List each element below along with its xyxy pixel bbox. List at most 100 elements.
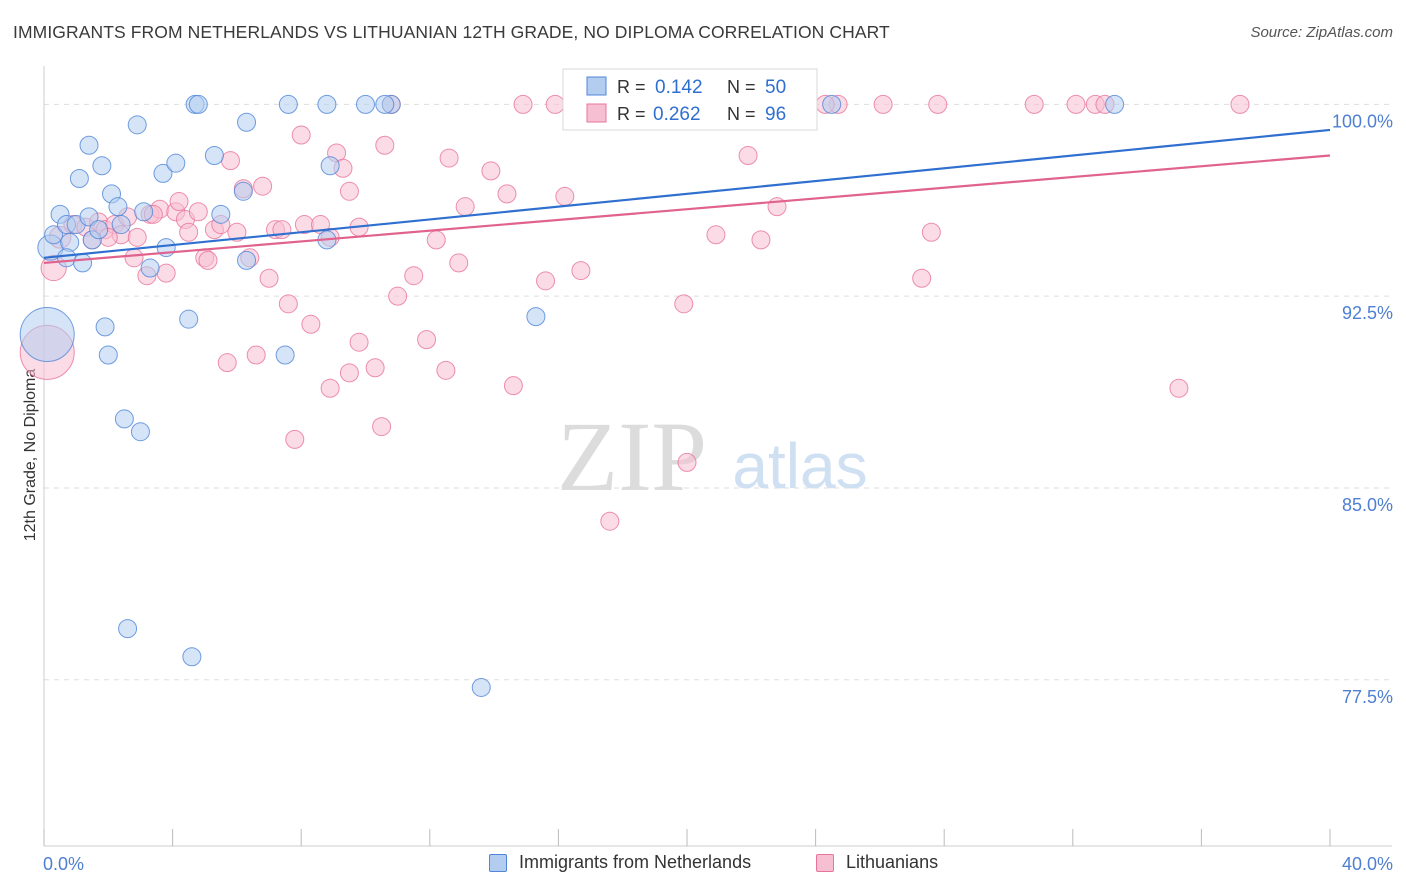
series-netherlands-points [19,94,1125,697]
netherlands-point-40 [320,156,340,176]
netherlands-point-10 [79,135,99,155]
lithuanians-point-55 [404,266,424,286]
netherlands-point-32 [114,409,134,429]
lithuanians-point-61 [455,197,475,217]
netherlands-point-11 [92,156,112,176]
stats-n-value-1: 50 [765,77,786,98]
lithuanians-point-51 [372,417,392,437]
lithuanians-point-54 [388,286,408,306]
lithuanians-point-28 [227,222,247,242]
netherlands-point-33 [130,422,150,442]
lithuanians-point-71 [600,511,620,531]
netherlands-point-38 [278,94,298,114]
lithuanians-point-11 [124,248,144,268]
netherlands-point-5 [60,232,80,252]
series-legend: Immigrants from Netherlands Lithuanians [0,852,1406,878]
lithuanians-point-82 [873,94,893,114]
netherlands-point-6 [57,248,77,268]
netherlands-point-39 [317,94,337,114]
netherlands-point-23 [188,94,208,114]
axes [43,66,1392,847]
y-tick-label-1: 85.0% [1342,495,1393,515]
netherlands-point-30 [95,317,115,337]
netherlands-point-7 [73,253,93,273]
trend-line-lithuanians [43,154,1331,265]
stats-legend-swatch-pink [586,103,607,123]
lithuanians-point-56 [417,330,437,350]
lithuanians-point-90 [1230,94,1250,114]
legend-label-netherlands: Immigrants from Netherlands [519,852,752,872]
netherlands-point-35 [179,309,199,329]
lithuanians-point-52 [375,135,395,155]
netherlands-point-42 [356,94,375,114]
y-tick-label-2: 92.5% [1342,303,1393,323]
lithuanians-point-69 [571,261,591,281]
netherlands-point-26 [237,112,257,132]
netherlands-point-18 [127,115,147,135]
netherlands-point-49 [233,181,253,201]
lithuanians-point-20 [179,222,199,242]
netherlands-point-31 [98,345,118,365]
legend-swatch-lithuanians [816,853,834,872]
netherlands-point-17 [89,220,109,240]
lithuanians-point-36 [278,294,298,314]
netherlands-point-21 [166,153,186,173]
source-label: Source: ZipAtlas.com [1250,24,1393,41]
gridlines [44,103,1392,681]
lithuanians-point-59 [439,148,459,168]
lithuanians-point-68 [555,186,575,206]
lithuanians-point-31 [246,345,266,365]
stats-legend: R = 0.142 N = 50 R = 0.262 N = 96 [562,68,818,131]
netherlands-point-2 [44,225,64,245]
lithuanians-point-85 [928,94,948,114]
netherlands-point-44 [375,94,395,114]
netherlands-point-48 [1105,94,1125,114]
stats-r-value-2: 0.262 [653,104,701,125]
stats-n-value-2: 96 [765,104,786,125]
stats-r-label-1: R = [617,77,646,97]
trend-lines [43,128,1331,265]
netherlands-point-47 [822,94,842,114]
lithuanians-point-38 [291,125,311,145]
lithuanians-point-78 [751,230,771,250]
netherlands-point-37 [275,345,295,365]
netherlands-point-36 [182,647,202,667]
legend-item-netherlands: Immigrants from Netherlands [489,852,751,873]
lithuanians-point-40 [301,314,321,334]
lithuanians-point-77 [738,146,758,166]
stats-n-label-1: N = [727,77,756,97]
netherlands-point-28 [140,258,160,278]
lithuanians-point-18 [169,192,189,212]
lithuanians-point-43 [320,378,340,398]
legend-item-lithuanians: Lithuanians [816,852,938,873]
lithuanians-point-35 [272,220,292,240]
netherlands-point-24 [204,146,224,166]
netherlands-point-25 [211,204,231,224]
lithuanians-point-49 [349,332,369,352]
lithuanians-point-26 [217,353,237,373]
lithuanians-point-46 [339,181,359,201]
lithuanians-point-73 [674,294,694,314]
x-tick-labels: 0.0% 40.0% [43,854,1393,874]
netherlands-point-20 [153,163,173,183]
x-tick-label-1: 40.0% [1342,854,1393,874]
lithuanians-point-21 [188,202,208,222]
lithuanians-point-67 [545,94,565,114]
trend-line-netherlands [43,128,1331,259]
lithuanians-point-50 [365,358,385,378]
lithuanians-point-83 [912,268,932,288]
watermark: ZIP atlas [557,401,868,512]
stats-legend-swatch-blue [586,76,607,96]
lithuanians-point-63 [497,184,517,204]
netherlands-point-14 [108,197,128,217]
y-tick-label-3: 100.0% [1332,111,1393,131]
netherlands-point-27 [237,250,257,270]
legend-label-lithuanians: Lithuanians [846,852,939,872]
lithuanians-point-58 [436,360,456,380]
stats-n-label-2: N = [727,104,756,124]
x-tick-label-0: 0.0% [43,854,84,874]
lithuanians-point-12 [127,227,147,247]
lithuanians-point-60 [449,253,469,273]
lithuanians-point-65 [513,94,533,114]
